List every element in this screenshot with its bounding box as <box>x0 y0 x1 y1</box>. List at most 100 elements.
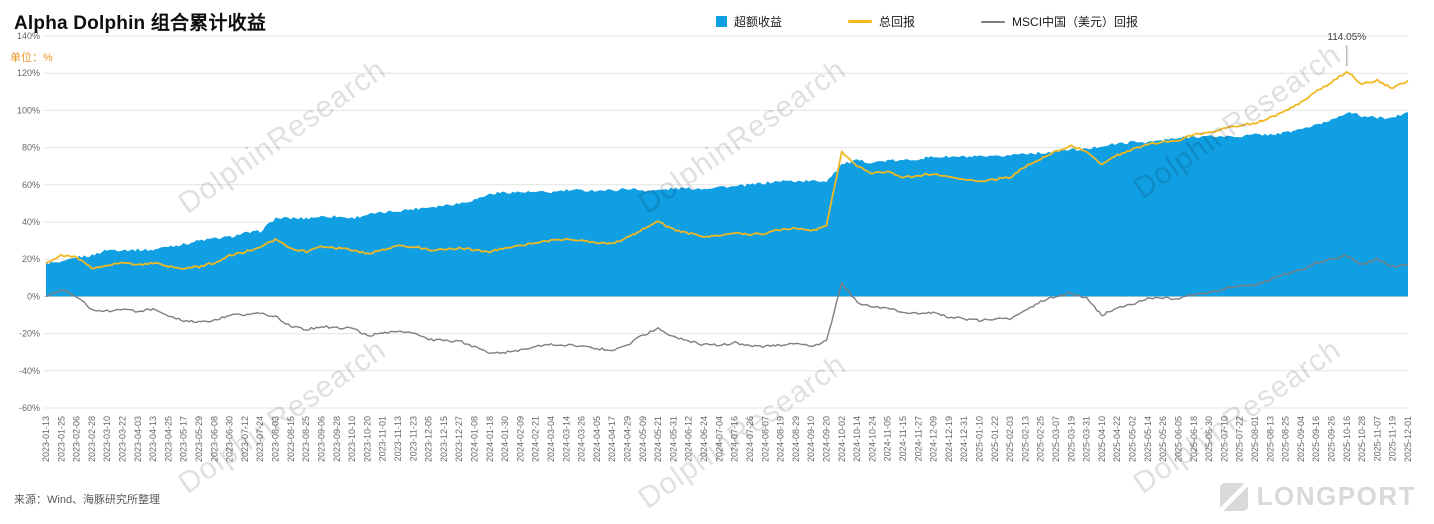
svg-text:0%: 0% <box>27 291 40 301</box>
svg-text:2025-02-13: 2025-02-13 <box>1020 416 1030 462</box>
svg-text:2024-06-24: 2024-06-24 <box>699 416 709 462</box>
legend-label-excess-return: 超额收益 <box>734 15 783 29</box>
svg-text:2023-05-29: 2023-05-29 <box>194 416 204 462</box>
svg-text:2024-03-04: 2024-03-04 <box>546 416 556 462</box>
legend-item-msci-china[interactable]: MSCI中国（美元）回报 <box>981 13 1138 30</box>
legend-item-excess-return[interactable]: 超额收益 <box>716 13 782 30</box>
svg-text:2023-08-03: 2023-08-03 <box>271 416 281 462</box>
svg-text:2023-09-06: 2023-09-06 <box>317 416 327 462</box>
svg-text:2024-11-05: 2024-11-05 <box>883 416 893 461</box>
svg-text:2025-08-13: 2025-08-13 <box>1265 416 1275 462</box>
svg-text:2023-04-25: 2023-04-25 <box>163 416 173 462</box>
legend-label-msci-china: MSCI中国（美元）回报 <box>1012 15 1139 29</box>
svg-text:2025-07-10: 2025-07-10 <box>1219 416 1229 462</box>
svg-text:2023-12-27: 2023-12-27 <box>454 416 464 462</box>
svg-text:2024-10-14: 2024-10-14 <box>852 416 862 462</box>
svg-text:114.05%: 114.05% <box>1327 32 1366 43</box>
svg-text:2025-06-05: 2025-06-05 <box>1173 416 1183 462</box>
svg-text:2024-01-18: 2024-01-18 <box>485 416 495 462</box>
svg-text:2024-12-09: 2024-12-09 <box>929 416 939 462</box>
svg-text:2024-08-19: 2024-08-19 <box>776 416 786 462</box>
svg-text:2023-09-28: 2023-09-28 <box>332 416 342 462</box>
svg-text:2025-01-10: 2025-01-10 <box>975 416 985 462</box>
svg-text:2025-08-01: 2025-08-01 <box>1250 416 1260 462</box>
svg-text:2024-12-31: 2024-12-31 <box>959 416 969 462</box>
svg-text:2024-09-20: 2024-09-20 <box>822 416 832 462</box>
svg-text:2023-02-06: 2023-02-06 <box>72 416 82 462</box>
svg-text:2025-07-22: 2025-07-22 <box>1235 416 1245 462</box>
svg-text:2025-03-07: 2025-03-07 <box>1051 416 1061 462</box>
svg-text:2025-06-18: 2025-06-18 <box>1189 416 1199 462</box>
svg-text:2024-03-26: 2024-03-26 <box>577 416 587 462</box>
brand-footer: LONGPORT <box>1219 481 1416 512</box>
svg-text:120%: 120% <box>17 68 40 78</box>
svg-text:2024-07-26: 2024-07-26 <box>745 416 755 462</box>
svg-text:140%: 140% <box>17 31 40 41</box>
svg-text:2025-11-07: 2025-11-07 <box>1372 416 1382 461</box>
svg-text:40%: 40% <box>22 217 40 227</box>
svg-text:2024-12-19: 2024-12-19 <box>944 416 954 462</box>
svg-text:2023-12-15: 2023-12-15 <box>439 416 449 462</box>
svg-text:2024-11-27: 2024-11-27 <box>913 416 923 461</box>
svg-text:2024-07-16: 2024-07-16 <box>730 416 740 462</box>
svg-text:-40%: -40% <box>19 366 40 376</box>
svg-text:-20%: -20% <box>19 329 40 339</box>
svg-text:2023-02-28: 2023-02-28 <box>87 416 97 462</box>
svg-text:100%: 100% <box>17 105 40 115</box>
svg-text:2025-05-02: 2025-05-02 <box>1128 416 1138 462</box>
svg-text:2025-12-01: 2025-12-01 <box>1403 416 1413 462</box>
unit-label: 单位：% <box>10 52 53 64</box>
svg-text:2023-01-25: 2023-01-25 <box>56 416 66 462</box>
svg-text:2024-11-15: 2024-11-15 <box>898 416 908 461</box>
svg-text:2025-04-10: 2025-04-10 <box>1097 416 1107 462</box>
svg-text:2024-10-02: 2024-10-02 <box>837 416 847 462</box>
svg-text:2023-07-12: 2023-07-12 <box>240 416 250 462</box>
svg-text:2025-05-26: 2025-05-26 <box>1158 416 1168 462</box>
svg-text:2024-04-29: 2024-04-29 <box>623 416 633 462</box>
msci-china-swatch-icon <box>981 20 1006 23</box>
svg-text:2024-04-05: 2024-04-05 <box>592 416 602 462</box>
svg-text:2025-04-22: 2025-04-22 <box>1112 416 1122 462</box>
svg-text:2023-11-23: 2023-11-23 <box>408 416 418 461</box>
svg-text:2023-08-25: 2023-08-25 <box>301 416 311 462</box>
svg-text:20%: 20% <box>22 254 40 264</box>
svg-text:80%: 80% <box>22 143 40 153</box>
longport-logo-icon <box>1219 482 1248 511</box>
svg-text:2024-05-31: 2024-05-31 <box>668 416 678 462</box>
svg-text:2025-10-16: 2025-10-16 <box>1342 416 1352 462</box>
svg-text:2024-02-09: 2024-02-09 <box>515 416 525 462</box>
svg-text:2023-07-24: 2023-07-24 <box>255 416 265 462</box>
legend-item-total-return[interactable]: 总回报 <box>848 13 915 30</box>
svg-text:2024-07-04: 2024-07-04 <box>714 416 724 462</box>
svg-text:2025-03-19: 2025-03-19 <box>1066 416 1076 462</box>
svg-text:2023-03-10: 2023-03-10 <box>102 416 112 462</box>
svg-text:2024-06-12: 2024-06-12 <box>684 416 694 462</box>
svg-text:2023-10-10: 2023-10-10 <box>347 416 357 462</box>
page-title: Alpha Dolphin 组合累计收益 <box>14 13 267 34</box>
svg-text:2025-02-25: 2025-02-25 <box>1036 416 1046 462</box>
svg-text:2024-09-10: 2024-09-10 <box>806 416 816 462</box>
total-return-swatch-icon <box>848 20 873 23</box>
svg-text:2024-05-09: 2024-05-09 <box>638 416 648 462</box>
chart-legend: 超额收益 总回报 MSCI中国（美元）回报 <box>716 13 1138 30</box>
legend-label-total-return: 总回报 <box>879 15 916 29</box>
svg-text:2023-01-13: 2023-01-13 <box>41 416 51 462</box>
svg-text:2024-01-30: 2024-01-30 <box>500 416 510 462</box>
svg-text:2025-05-14: 2025-05-14 <box>1143 416 1153 462</box>
svg-text:60%: 60% <box>22 180 40 190</box>
source-note: 来源：Wind、海豚研究所整理 <box>14 494 161 506</box>
svg-text:2025-08-25: 2025-08-25 <box>1281 416 1291 462</box>
svg-text:2024-08-29: 2024-08-29 <box>791 416 801 462</box>
svg-text:2025-03-31: 2025-03-31 <box>1082 416 1092 462</box>
svg-text:2024-04-17: 2024-04-17 <box>607 416 617 462</box>
svg-text:2025-06-30: 2025-06-30 <box>1204 416 1214 462</box>
svg-text:2024-05-21: 2024-05-21 <box>653 416 663 462</box>
svg-text:2025-11-19: 2025-11-19 <box>1388 416 1398 461</box>
svg-text:2023-06-30: 2023-06-30 <box>225 416 235 462</box>
svg-text:2025-09-16: 2025-09-16 <box>1311 416 1321 462</box>
svg-text:2023-10-20: 2023-10-20 <box>362 416 372 462</box>
svg-text:2023-03-22: 2023-03-22 <box>118 416 128 462</box>
svg-text:2025-01-22: 2025-01-22 <box>990 416 1000 462</box>
svg-text:2024-03-14: 2024-03-14 <box>561 416 571 462</box>
